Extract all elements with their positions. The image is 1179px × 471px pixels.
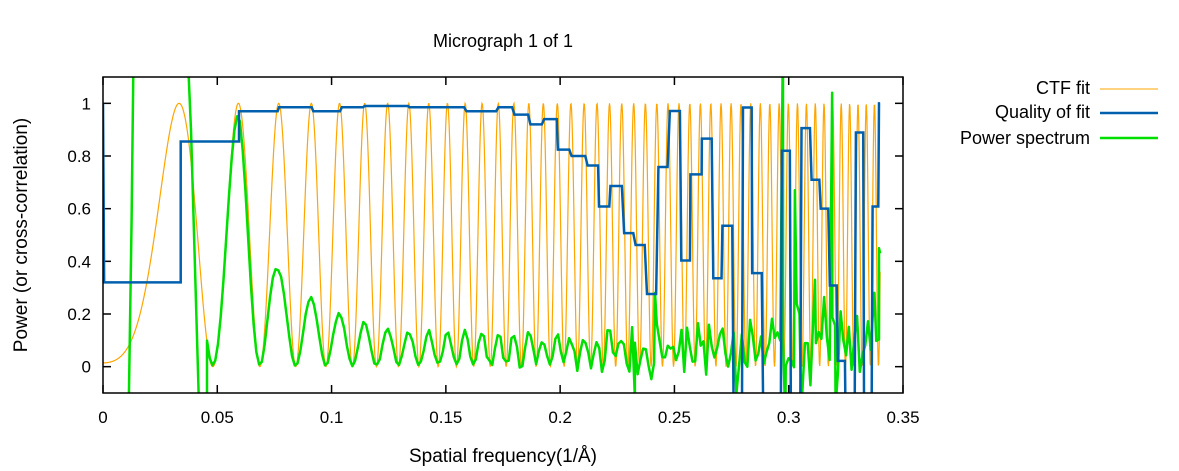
chart-title: Micrograph 1 of 1 <box>433 31 573 51</box>
x-tick-label: 0 <box>98 408 107 427</box>
y-tick-label: 0.6 <box>67 200 91 219</box>
y-tick-label: 0.2 <box>67 305 91 324</box>
y-tick-label: 0.8 <box>67 147 91 166</box>
y-tick-label: 0.4 <box>67 252 91 271</box>
x-tick-label: 0.05 <box>201 408 234 427</box>
x-tick-label: 0.2 <box>548 408 572 427</box>
legend: CTF fit Quality of fit Power spectrum <box>960 78 1158 148</box>
y-tick-label: 1 <box>82 94 91 113</box>
x-tick-label: 0.3 <box>777 408 801 427</box>
legend-label-power-spectrum: Power spectrum <box>960 128 1090 148</box>
x-tick-label: 0.1 <box>320 408 344 427</box>
x-tick-label: 0.35 <box>886 408 919 427</box>
x-axis-label: Spatial frequency(1/Å) <box>409 446 597 467</box>
legend-label-ctf-fit: CTF fit <box>1036 78 1090 98</box>
y-axis-label: Power (or cross-correlation) <box>11 118 32 352</box>
x-tick-label: 0.15 <box>429 408 462 427</box>
series-line-power-spectrum <box>127 77 882 393</box>
y-tick-label: 0 <box>82 358 91 377</box>
x-tick-label: 0.25 <box>658 408 691 427</box>
series-line-quality-of-fit <box>103 102 881 393</box>
plot-frame <box>102 76 904 394</box>
legend-label-quality-of-fit: Quality of fit <box>995 102 1090 122</box>
